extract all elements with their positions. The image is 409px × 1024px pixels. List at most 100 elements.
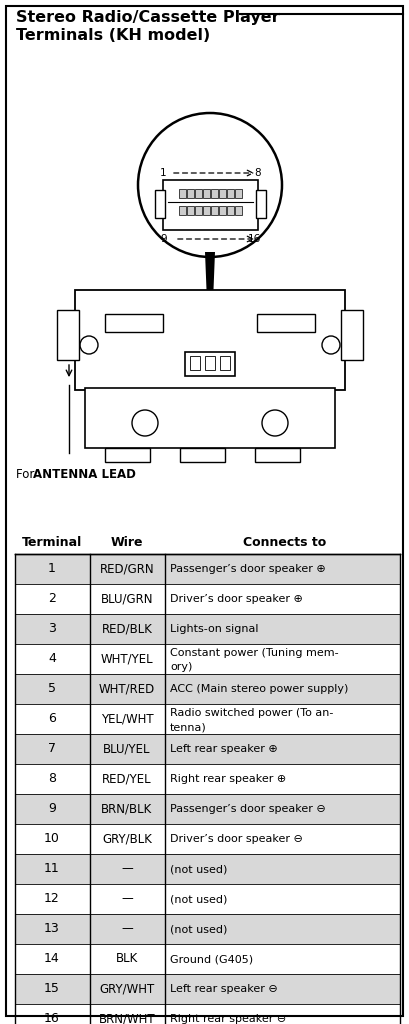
Bar — [163, 180, 258, 230]
Text: Ground (G405): Ground (G405) — [170, 954, 253, 964]
Bar — [211, 206, 218, 215]
Text: GRY/BLK: GRY/BLK — [102, 833, 152, 846]
Text: 1: 1 — [48, 562, 56, 575]
Bar — [15, 794, 400, 824]
Text: 5: 5 — [48, 683, 56, 695]
Text: tenna): tenna) — [170, 722, 207, 732]
Text: Left rear speaker ⊕: Left rear speaker ⊕ — [170, 744, 278, 754]
Text: YEL/WHT: YEL/WHT — [101, 713, 153, 725]
Bar — [235, 206, 242, 215]
Bar — [255, 449, 300, 462]
Bar — [195, 206, 202, 215]
Text: 14: 14 — [44, 952, 60, 966]
Text: 16: 16 — [248, 234, 261, 244]
Text: —: — — [121, 923, 133, 936]
Text: Radio switched power (To an-: Radio switched power (To an- — [170, 708, 333, 718]
Bar — [219, 189, 226, 198]
Bar — [190, 356, 200, 370]
Text: 9: 9 — [48, 803, 56, 815]
Bar — [105, 314, 163, 332]
Text: Terminals (KH model): Terminals (KH model) — [16, 28, 210, 43]
Text: 6: 6 — [48, 713, 56, 725]
Bar — [227, 189, 234, 198]
Bar — [15, 914, 400, 944]
Text: Right rear speaker ⊕: Right rear speaker ⊕ — [170, 774, 286, 784]
Text: Driver’s door speaker ⊕: Driver’s door speaker ⊕ — [170, 594, 303, 604]
Bar — [180, 449, 225, 462]
Text: RED/GRN: RED/GRN — [100, 562, 154, 575]
Text: 10: 10 — [44, 833, 60, 846]
Text: Terminal: Terminal — [22, 536, 82, 549]
Text: 2: 2 — [48, 593, 56, 605]
Bar — [257, 314, 315, 332]
Text: Constant power (Tuning mem-: Constant power (Tuning mem- — [170, 648, 339, 658]
Bar — [203, 189, 210, 198]
Bar — [187, 206, 194, 215]
Text: 8: 8 — [48, 772, 56, 785]
Bar — [15, 554, 400, 584]
Text: WHT/YEL: WHT/YEL — [101, 652, 153, 666]
Text: (not used): (not used) — [170, 924, 227, 934]
Text: BLK: BLK — [116, 952, 138, 966]
Text: Right rear speaker ⊖: Right rear speaker ⊖ — [170, 1014, 286, 1024]
Text: 8: 8 — [254, 168, 261, 178]
Bar — [105, 449, 150, 462]
Text: —: — — [121, 893, 133, 905]
Bar — [211, 189, 218, 198]
Bar — [15, 734, 400, 764]
Polygon shape — [205, 252, 215, 340]
Bar — [85, 388, 335, 449]
Text: 11: 11 — [44, 862, 60, 876]
Text: Connects to: Connects to — [243, 536, 327, 549]
Bar — [15, 674, 400, 705]
Text: WHT/RED: WHT/RED — [99, 683, 155, 695]
Text: 7: 7 — [48, 742, 56, 756]
FancyBboxPatch shape — [341, 310, 363, 360]
Text: ACC (Main stereo power supply): ACC (Main stereo power supply) — [170, 684, 348, 694]
Text: ANTENNA LEAD: ANTENNA LEAD — [33, 468, 136, 481]
Text: Passenger’s door speaker ⊕: Passenger’s door speaker ⊕ — [170, 564, 326, 574]
Text: RED/YEL: RED/YEL — [102, 772, 152, 785]
Text: —: — — [121, 862, 133, 876]
Text: GRY/WHT: GRY/WHT — [99, 982, 155, 995]
Text: BRN/BLK: BRN/BLK — [101, 803, 153, 815]
Text: Lights-on signal: Lights-on signal — [170, 624, 258, 634]
Bar — [235, 189, 242, 198]
Text: Stereo Radio/Cassette Player: Stereo Radio/Cassette Player — [16, 10, 280, 25]
FancyBboxPatch shape — [57, 310, 79, 360]
Text: 16: 16 — [44, 1013, 60, 1024]
Text: Passenger’s door speaker ⊖: Passenger’s door speaker ⊖ — [170, 804, 326, 814]
Text: Driver’s door speaker ⊖: Driver’s door speaker ⊖ — [170, 834, 303, 844]
Bar — [195, 189, 202, 198]
Text: BLU/YEL: BLU/YEL — [103, 742, 151, 756]
Bar — [179, 206, 186, 215]
Text: BRN/WHT: BRN/WHT — [99, 1013, 155, 1024]
Bar — [15, 614, 400, 644]
Bar — [155, 190, 165, 218]
Bar — [219, 206, 226, 215]
Text: 3: 3 — [48, 623, 56, 636]
Bar — [179, 189, 186, 198]
Bar — [185, 352, 235, 376]
Text: BLU/GRN: BLU/GRN — [101, 593, 153, 605]
Text: (not used): (not used) — [170, 894, 227, 904]
Bar — [205, 356, 215, 370]
Text: 13: 13 — [44, 923, 60, 936]
Text: 12: 12 — [44, 893, 60, 905]
Bar — [187, 189, 194, 198]
Bar — [15, 854, 400, 884]
Bar — [203, 206, 210, 215]
Text: RED/BLK: RED/BLK — [101, 623, 153, 636]
Text: Wire: Wire — [111, 536, 143, 549]
Bar — [256, 190, 266, 218]
Text: ory): ory) — [170, 662, 192, 672]
Bar — [220, 356, 230, 370]
Bar — [75, 290, 345, 390]
Bar — [227, 206, 234, 215]
Text: 4: 4 — [48, 652, 56, 666]
Text: Left rear speaker ⊖: Left rear speaker ⊖ — [170, 984, 278, 994]
Bar — [15, 974, 400, 1004]
Text: (not used): (not used) — [170, 864, 227, 874]
Text: 9: 9 — [160, 234, 166, 244]
Text: 15: 15 — [44, 982, 60, 995]
